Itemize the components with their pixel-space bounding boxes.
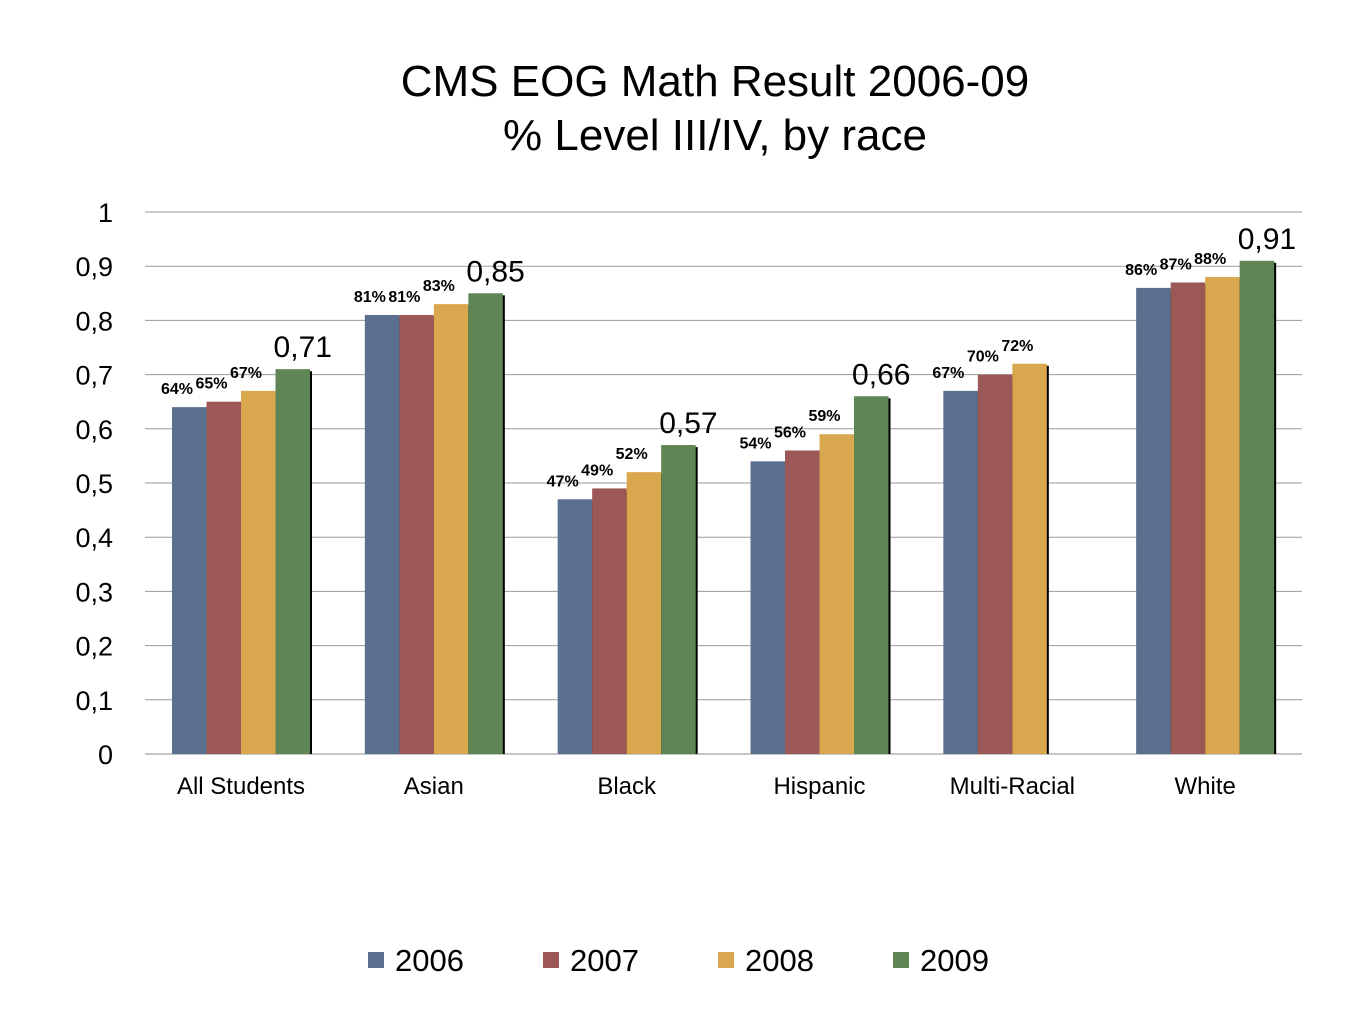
bar-2009-asian [468, 293, 503, 754]
y-tick-label: 0,4 [75, 523, 113, 553]
y-tick-label: 0,7 [75, 361, 113, 391]
legend: 2006 2007 2008 2009 [368, 943, 989, 978]
data-label: 0,85 [466, 255, 524, 288]
chart-title-line1: CMS EOG Math Result 2006-09 [400, 57, 1030, 106]
data-label: 49% [581, 462, 613, 479]
bar-2007-hispanic [785, 450, 820, 754]
x-tick-label: Multi-Racial [950, 773, 1075, 800]
legend-label: 2009 [920, 943, 989, 978]
bar-2008-black [626, 472, 662, 754]
data-label: 81% [354, 289, 386, 306]
y-tick-label: 0,3 [75, 577, 113, 607]
legend-swatch [893, 952, 909, 968]
bar-2006-black [557, 499, 593, 754]
y-tick-label: 0,9 [75, 252, 113, 282]
chart-title: CMS EOG Math Result 2006-09 % Level III/… [0, 55, 1365, 163]
data-label: 0,91 [1238, 223, 1296, 256]
y-tick-label: 0,5 [75, 469, 113, 499]
data-label: 88% [1194, 251, 1226, 268]
legend-swatch [543, 952, 559, 968]
bar-2007-all-students [206, 401, 241, 754]
y-tick-label: 0,1 [75, 686, 113, 716]
bar-2007-white [1170, 282, 1206, 754]
data-label: 86% [1125, 262, 1157, 279]
y-tick-label: 1 [98, 198, 113, 228]
bar-2006-all-students [172, 407, 207, 754]
data-label: 65% [195, 376, 227, 393]
data-label: 54% [739, 435, 771, 452]
bar-2006-hispanic [750, 461, 785, 754]
y-axis-ticks: 0 0,1 0,2 0,3 0,4 0,5 0,6 0,7 0,8 0,9 1 [75, 198, 113, 770]
x-tick-label: White [1174, 773, 1235, 800]
bar-2007-black [592, 488, 627, 754]
bar-2009-all-students [275, 369, 310, 754]
data-label: 72% [1001, 338, 1033, 355]
y-tick-label: 0,6 [75, 415, 113, 445]
bar-2006-multi-racial [943, 390, 978, 754]
x-axis-ticks: All Students Asian Black Hispanic Multi-Raci… [177, 773, 1236, 800]
bar-2006-white [1136, 287, 1171, 754]
legend-swatch [718, 952, 734, 968]
data-label: 0,57 [659, 407, 717, 440]
data-label: 0,71 [274, 331, 332, 364]
y-tick-label: 0 [98, 740, 113, 770]
bar-2008-hispanic [819, 434, 854, 754]
bar-2009-hispanic [854, 396, 889, 754]
data-label: 87% [1160, 256, 1192, 273]
gridlines [145, 211, 1302, 755]
data-label: 59% [808, 408, 840, 425]
legend-label: 2007 [570, 943, 639, 978]
x-tick-label: Black [597, 773, 657, 800]
bar-2009-black [661, 445, 696, 754]
data-label: 67% [230, 365, 262, 382]
bar-2008-all-students [241, 390, 276, 754]
data-label: 56% [774, 424, 806, 441]
x-tick-label: Hispanic [773, 773, 865, 800]
bar-2009-white [1239, 260, 1275, 754]
y-tick-label: 0,2 [75, 632, 113, 662]
data-label: 70% [967, 349, 999, 366]
x-tick-label: All Students [177, 773, 305, 800]
data-label: 0,66 [852, 358, 910, 391]
y-tick-label: 0,8 [75, 306, 113, 336]
chart-subtitle: % Level III/IV, by race [503, 111, 927, 160]
bar-2006-asian [364, 314, 400, 754]
x-tick-label: Asian [404, 773, 464, 800]
bars [172, 260, 1277, 754]
bar-2008-white [1205, 277, 1240, 754]
legend-swatch [368, 952, 384, 968]
data-label: 67% [932, 365, 964, 382]
legend-label: 2006 [395, 943, 464, 978]
data-label: 52% [616, 446, 648, 463]
legend-label: 2008 [745, 943, 814, 978]
data-label: 64% [161, 381, 193, 398]
bar-2008-asian [433, 304, 469, 754]
data-label: 83% [423, 278, 455, 295]
data-label: 47% [547, 473, 579, 490]
bar-2007-multi-racial [977, 374, 1013, 754]
bar-2007-asian [399, 314, 434, 754]
bar-2008-multi-racial [1012, 363, 1047, 754]
data-label: 81% [388, 289, 420, 306]
